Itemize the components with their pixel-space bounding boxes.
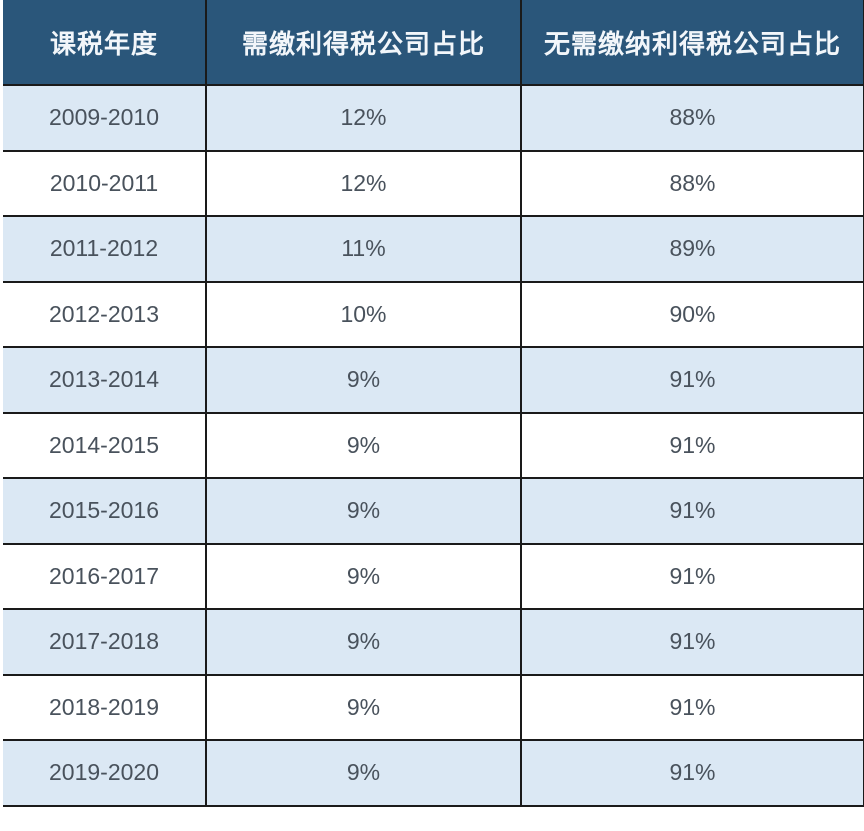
taxable-percentage-cell: 9%: [205, 673, 522, 741]
year-cell: 2017-2018: [3, 608, 207, 676]
taxable-percentage-cell: 9%: [205, 346, 522, 414]
year-cell: 2019-2020: [3, 739, 207, 807]
non-taxable-percentage-cell: 91%: [520, 542, 864, 610]
table-row: 2016-2017 9% 91%: [3, 542, 864, 610]
header-row: 课税年度 需缴利得税公司占比 无需缴纳利得税公司占比: [3, 0, 864, 86]
profits-tax-table: 课税年度 需缴利得税公司占比 无需缴纳利得税公司占比 2009-2010 12%…: [3, 0, 864, 807]
taxable-percentage-cell: 9%: [205, 542, 522, 610]
table-row: 2010-2011 12% 88%: [3, 149, 864, 217]
non-taxable-percentage-cell: 91%: [520, 346, 864, 414]
column-header-tax-year: 课税年度: [3, 0, 207, 86]
table-row: 2009-2010 12% 88%: [3, 84, 864, 152]
table-row: 2012-2013 10% 90%: [3, 280, 864, 348]
year-cell: 2012-2013: [3, 280, 207, 348]
non-taxable-percentage-cell: 89%: [520, 215, 864, 283]
column-header-taxable-percentage: 需缴利得税公司占比: [205, 0, 522, 86]
table-row: 2017-2018 9% 91%: [3, 608, 864, 676]
table-body: 2009-2010 12% 88% 2010-2011 12% 88% 2011…: [3, 84, 864, 807]
non-taxable-percentage-cell: 91%: [520, 411, 864, 479]
column-header-non-taxable-percentage: 无需缴纳利得税公司占比: [520, 0, 864, 86]
non-taxable-percentage-cell: 91%: [520, 477, 864, 545]
year-cell: 2018-2019: [3, 673, 207, 741]
non-taxable-percentage-cell: 91%: [520, 673, 864, 741]
taxable-percentage-cell: 12%: [205, 84, 522, 152]
table-row: 2013-2014 9% 91%: [3, 346, 864, 414]
year-cell: 2009-2010: [3, 84, 207, 152]
non-taxable-percentage-cell: 88%: [520, 84, 864, 152]
taxable-percentage-cell: 9%: [205, 477, 522, 545]
year-cell: 2010-2011: [3, 149, 207, 217]
table-row: 2011-2012 11% 89%: [3, 215, 864, 283]
taxable-percentage-cell: 11%: [205, 215, 522, 283]
tax-table-container: 课税年度 需缴利得税公司占比 无需缴纳利得税公司占比 2009-2010 12%…: [3, 0, 864, 807]
non-taxable-percentage-cell: 88%: [520, 149, 864, 217]
table-row: 2018-2019 9% 91%: [3, 673, 864, 741]
taxable-percentage-cell: 9%: [205, 739, 522, 807]
taxable-percentage-cell: 10%: [205, 280, 522, 348]
table-row: 2019-2020 9% 91%: [3, 739, 864, 807]
taxable-percentage-cell: 9%: [205, 608, 522, 676]
year-cell: 2016-2017: [3, 542, 207, 610]
year-cell: 2014-2015: [3, 411, 207, 479]
table-header: 课税年度 需缴利得税公司占比 无需缴纳利得税公司占比: [3, 0, 864, 86]
table-row: 2015-2016 9% 91%: [3, 477, 864, 545]
taxable-percentage-cell: 12%: [205, 149, 522, 217]
non-taxable-percentage-cell: 91%: [520, 739, 864, 807]
taxable-percentage-cell: 9%: [205, 411, 522, 479]
table-row: 2014-2015 9% 91%: [3, 411, 864, 479]
year-cell: 2015-2016: [3, 477, 207, 545]
non-taxable-percentage-cell: 91%: [520, 608, 864, 676]
non-taxable-percentage-cell: 90%: [520, 280, 864, 348]
year-cell: 2011-2012: [3, 215, 207, 283]
year-cell: 2013-2014: [3, 346, 207, 414]
